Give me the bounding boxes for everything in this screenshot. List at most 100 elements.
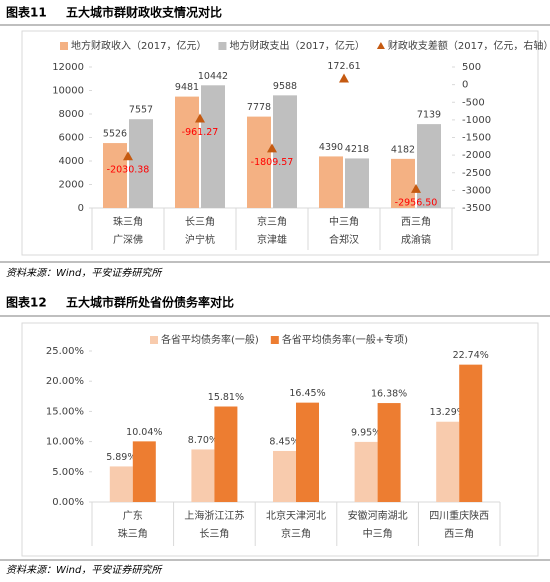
x-tick-label: 安徽河南湖北 — [348, 509, 408, 522]
marker — [195, 113, 205, 123]
y-tick-label: 2000 — [59, 180, 84, 191]
chart-frame — [21, 30, 539, 256]
x-subcategory-label: 广深佛 — [113, 233, 143, 246]
marker — [411, 183, 421, 193]
x-tick-label: 珠三角 — [113, 215, 143, 228]
y-tick-label: 0 — [78, 203, 84, 214]
x-tick-label: 四川重庆陕西 — [429, 509, 489, 522]
x-subcategory-label: 合郑汉 — [329, 233, 359, 246]
data-label: 9.95% — [351, 427, 381, 438]
bar — [201, 85, 225, 208]
bar — [273, 95, 297, 208]
data-label: 7557 — [129, 105, 153, 116]
y-tick-label: 4000 — [59, 156, 84, 167]
bar — [391, 158, 415, 208]
source: 资料来源：Wind，平安证券研究所 — [6, 564, 163, 576]
x-subcategory-label: 中三角 — [363, 527, 393, 540]
data-label: 9588 — [273, 81, 297, 92]
data-label: 5.89% — [106, 452, 136, 463]
data-label: 5526 — [103, 129, 127, 140]
y2-tick-label: 0 — [462, 80, 468, 91]
legend-swatch — [270, 336, 279, 344]
x-tick-label: 长三角 — [185, 216, 215, 228]
legend-swatch — [60, 42, 68, 50]
y2-tick-label: -3000 — [462, 185, 491, 196]
x-tick-label: 京三角 — [257, 215, 287, 228]
chart-frame — [21, 322, 539, 557]
bar — [191, 449, 215, 502]
data-label: 9481 — [175, 82, 199, 93]
bar — [175, 96, 199, 208]
y-tick-label: 15.00% — [46, 406, 84, 417]
x-subcategory-label: 长三角 — [199, 528, 229, 540]
y-tick-label: 10000 — [52, 86, 84, 97]
y-tick-label: 0.00% — [52, 497, 84, 508]
data-label: -961.27 — [182, 127, 219, 138]
bar — [296, 402, 319, 502]
data-label: 7778 — [247, 102, 271, 113]
data-label: 13.29% — [430, 407, 466, 418]
y2-tick-label: -2000 — [462, 150, 491, 161]
marker — [267, 143, 277, 153]
bar — [109, 466, 133, 502]
x-subcategory-label: 沪宁杭 — [185, 233, 215, 246]
bar — [319, 156, 343, 208]
data-label: 8.70% — [188, 435, 218, 446]
data-label: 16.38% — [371, 389, 407, 400]
marker — [123, 151, 133, 161]
bar — [459, 364, 483, 502]
data-label: 7139 — [417, 110, 441, 121]
figure-title: 五大城市群财政收支情况对比 — [66, 5, 222, 20]
legend-label: 财政收支差额（2017，亿元，右轴） — [388, 39, 550, 52]
data-label: 172.61 — [327, 61, 360, 72]
figure-title: 五大城市群所处省份债务率对比 — [66, 295, 234, 310]
y-tick-label: 5.00% — [52, 467, 84, 478]
data-label: 4390 — [319, 142, 343, 153]
bar — [377, 403, 401, 502]
bar — [417, 124, 441, 208]
marker — [339, 73, 349, 83]
x-tick-label: 西三角 — [401, 216, 431, 228]
bar — [214, 406, 238, 502]
y2-tick-label: -1500 — [462, 133, 491, 144]
data-label: 4182 — [391, 144, 415, 155]
y2-tick-label: -500 — [462, 97, 485, 108]
figure-label: 图表12 — [6, 295, 47, 310]
source: 资料来源：Wind，平安证券研究所 — [6, 267, 163, 279]
y2-tick-label: -2500 — [462, 168, 491, 179]
data-label: 15.81% — [208, 392, 244, 403]
x-subcategory-label: 西三角 — [444, 528, 474, 540]
bar — [247, 116, 271, 208]
bar — [273, 450, 296, 502]
y2-tick-label: 500 — [462, 62, 481, 73]
data-label: 10442 — [198, 71, 228, 82]
legend-swatch — [376, 42, 385, 49]
legend-swatch — [218, 42, 227, 50]
x-tick-label: 上海浙江江苏 — [184, 509, 244, 522]
legend-swatch — [150, 336, 158, 344]
figure-label: 图表11 — [6, 5, 47, 20]
legend-label: 各省平均债务率(一般+专项) — [282, 333, 408, 346]
data-label: -2030.38 — [107, 165, 150, 176]
y2-tick-label: -3500 — [462, 203, 491, 214]
data-label: 10.04% — [126, 427, 162, 438]
data-label: 16.45% — [289, 388, 325, 399]
legend-label: 地方财政收入（2017，亿元） — [71, 39, 206, 52]
data-label: -2956.50 — [395, 197, 438, 208]
x-tick-label: 北京天津河北 — [266, 509, 326, 522]
y-tick-label: 6000 — [59, 133, 84, 144]
x-subcategory-label: 京三角 — [281, 527, 311, 540]
x-tick-label: 广东 — [123, 509, 143, 522]
y-tick-label: 12000 — [52, 62, 84, 73]
x-subcategory-label: 珠三角 — [118, 527, 148, 540]
legend-label: 地方财政支出（2017，亿元） — [229, 39, 364, 52]
bar — [436, 421, 460, 502]
bar — [345, 158, 369, 208]
data-label: -1809.57 — [251, 157, 294, 168]
y2-tick-label: -1000 — [462, 115, 491, 126]
bar — [129, 119, 153, 208]
legend-label: 各省平均债务率(一般) — [161, 333, 259, 346]
data-label: 8.45% — [269, 436, 299, 447]
y-tick-label: 25.00% — [46, 346, 84, 357]
